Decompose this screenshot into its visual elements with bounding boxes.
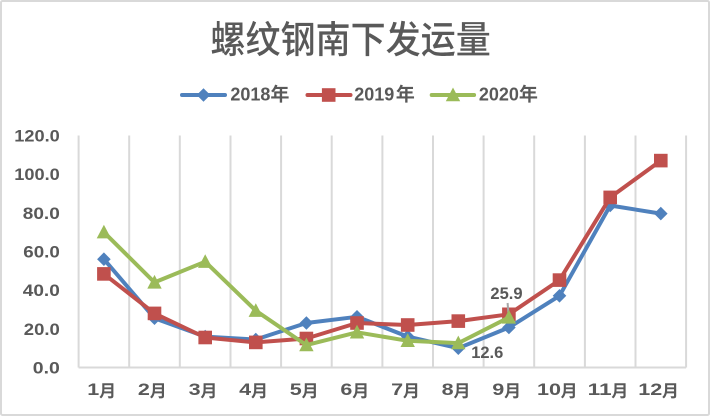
svg-text:9: 9 (492, 380, 504, 399)
svg-text:5: 5 (290, 380, 302, 399)
svg-text:10: 10 (537, 380, 561, 399)
svg-text:100.0: 100.0 (14, 166, 60, 184)
svg-text:0.0: 0.0 (33, 359, 60, 377)
svg-text:2: 2 (138, 380, 150, 399)
svg-text:2019: 2019 (354, 84, 394, 104)
svg-text:25.9: 25.9 (490, 285, 522, 303)
svg-text:8: 8 (442, 380, 454, 399)
svg-text:12: 12 (638, 380, 662, 399)
svg-text:11: 11 (588, 380, 612, 399)
svg-text:1: 1 (87, 380, 99, 399)
svg-text:12.6: 12.6 (471, 344, 503, 362)
svg-text:2018: 2018 (230, 84, 270, 104)
svg-text:6: 6 (340, 380, 352, 399)
svg-text:20.0: 20.0 (24, 321, 60, 339)
svg-text:4: 4 (239, 380, 252, 399)
svg-text:120.0: 120.0 (14, 127, 60, 145)
svg-text:7: 7 (391, 380, 403, 399)
svg-text:2020: 2020 (479, 84, 519, 104)
svg-text:40.0: 40.0 (23, 282, 60, 300)
svg-text:3: 3 (189, 380, 201, 399)
svg-text:60.0: 60.0 (23, 243, 60, 261)
svg-text:80.0: 80.0 (23, 205, 60, 223)
